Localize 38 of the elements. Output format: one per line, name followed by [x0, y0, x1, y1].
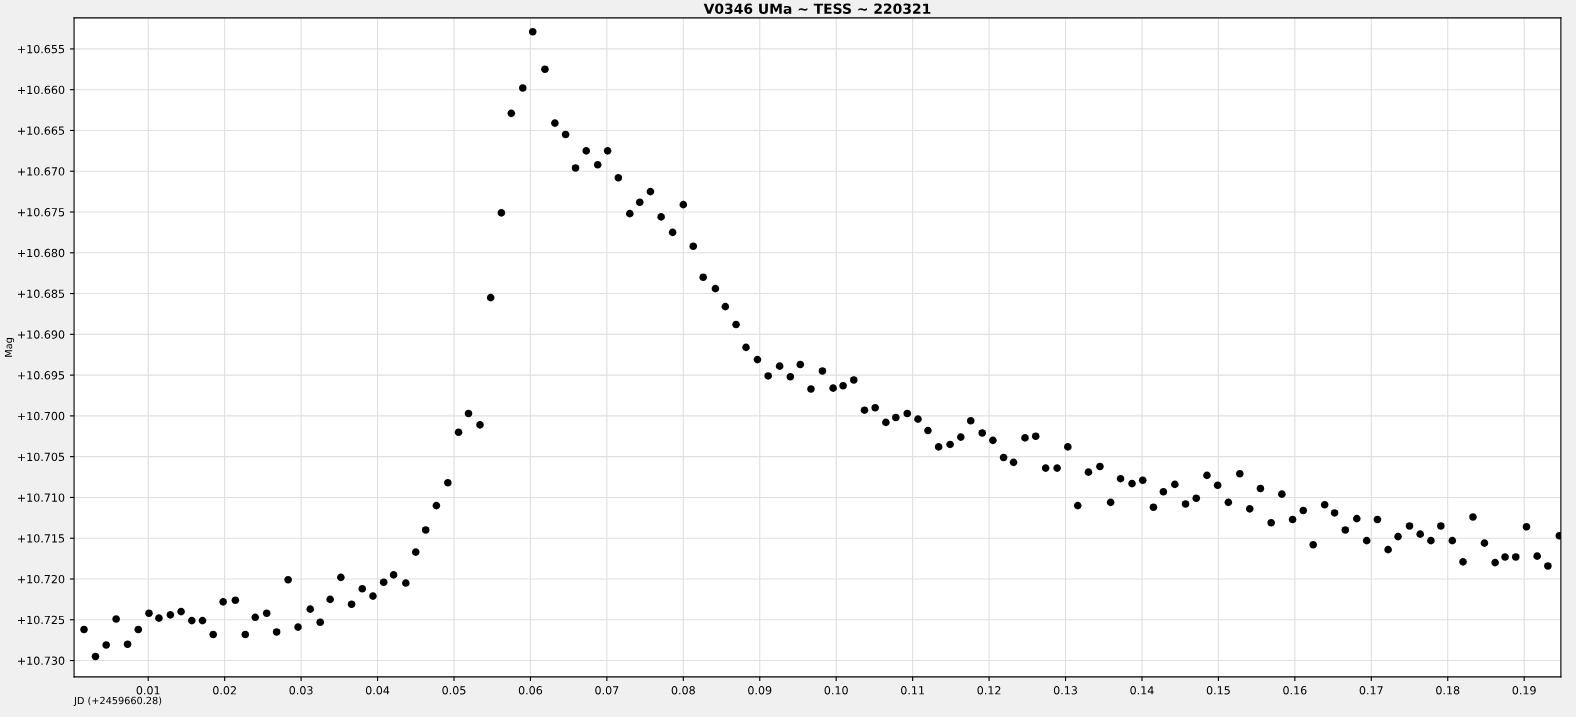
- x-tick-label: 0.15: [1206, 686, 1230, 695]
- y-tick-label: +10.665: [18, 126, 65, 135]
- x-tick-label: 0.02: [213, 686, 236, 695]
- x-tick-label: 0.19: [1512, 686, 1536, 695]
- y-tick-label: +10.725: [18, 615, 65, 625]
- y-tick-label: +10.730: [18, 656, 65, 665]
- x-axis-title: JD (+2459660.28): [73, 696, 162, 706]
- y-tick-label: +10.655: [18, 44, 65, 54]
- x-tick-label: 0.13: [1053, 686, 1078, 695]
- y-tick-label: +10.710: [18, 493, 65, 502]
- x-tick-label: 0.09: [748, 686, 772, 695]
- x-tick-label: 0.10: [824, 686, 848, 695]
- y-tick-label: +10.685: [18, 289, 65, 298]
- y-tick-label: +10.715: [18, 534, 65, 543]
- y-tick-label: +10.695: [18, 371, 65, 380]
- y-tick-label: +10.720: [18, 574, 65, 584]
- x-tick-label: 0.01: [136, 686, 160, 695]
- x-tick-label: 0.06: [518, 686, 543, 695]
- x-tick-label: 0.03: [289, 686, 313, 695]
- y-tick-label: +10.705: [18, 452, 65, 462]
- y-tick-label: +10.660: [18, 85, 65, 95]
- y-tick-label: +10.675: [18, 207, 65, 217]
- y-tick-label: +10.690: [18, 330, 65, 339]
- x-tick-label: 0.08: [671, 686, 695, 695]
- x-tick-label: 0.12: [977, 686, 1001, 695]
- x-tick-label: 0.16: [1283, 686, 1307, 695]
- x-tick-label: 0.18: [1436, 686, 1460, 695]
- chart-title: V0346 UMa ~ TESS ~ 220321: [703, 3, 931, 14]
- y-tick-label: +10.700: [18, 411, 65, 421]
- y-axis-title: Mag: [4, 338, 15, 357]
- x-tick-label: 0.05: [442, 686, 466, 695]
- x-tick-label: 0.14: [1130, 686, 1154, 695]
- x-tick-label: 0.11: [901, 686, 924, 695]
- x-tick-label: 0.04: [365, 686, 390, 695]
- x-tick-label: 0.07: [595, 686, 619, 695]
- x-tick-label: 0.17: [1359, 686, 1383, 695]
- y-tick-label: +10.680: [18, 248, 65, 258]
- y-tick-label: +10.670: [18, 167, 65, 176]
